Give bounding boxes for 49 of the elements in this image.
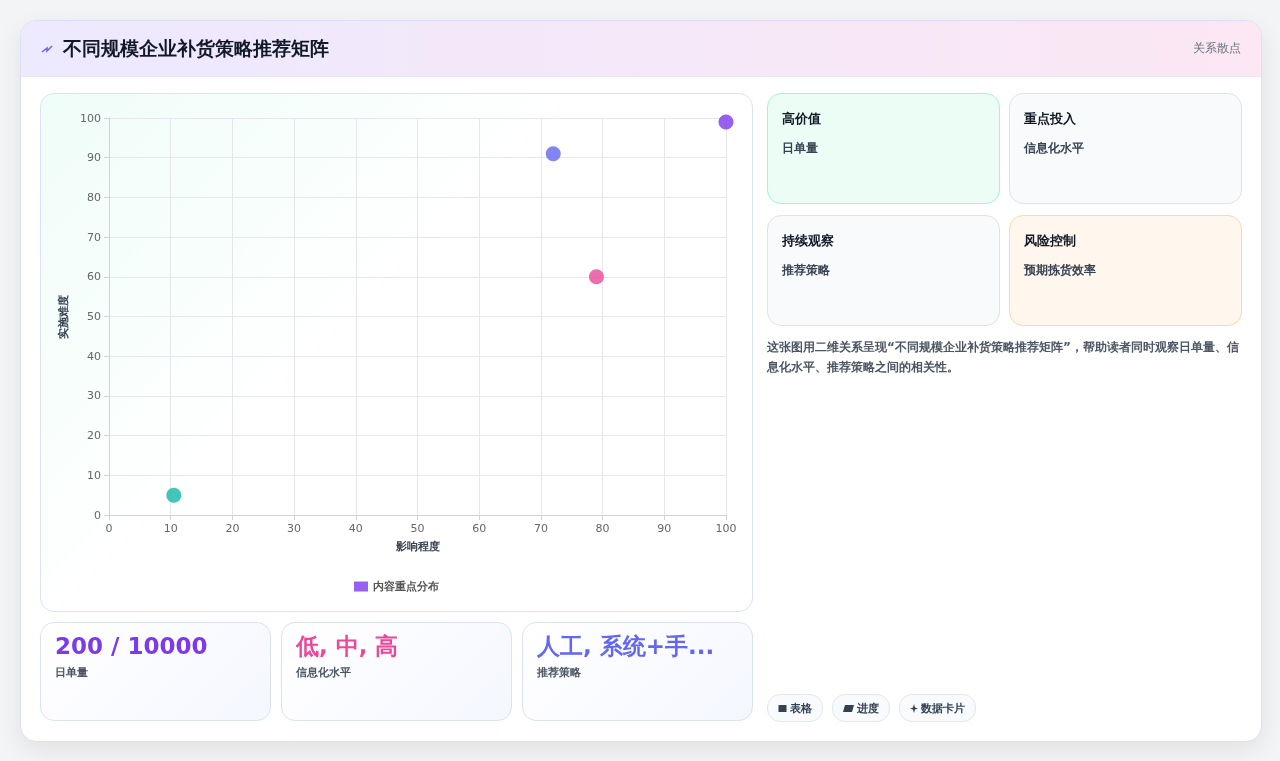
- text: 日单量: [782, 140, 819, 157]
- text: 高价值: [782, 110, 822, 128]
- text: 推荐策略: [782, 262, 831, 279]
- y-tick-label: 40: [87, 349, 101, 363]
- text: 这张图用二维关系呈现“不同规模企业补货策略推荐矩阵”，帮助读者同时观察日单量、信息化水平、推荐策略之间的相关性。: [767, 339, 1240, 376]
- y-tick-label: 80: [87, 190, 101, 204]
- y-tick-label: 90: [87, 151, 101, 165]
- text: 人工, 系统+手...: [537, 633, 716, 659]
- y-tick-label: 50: [87, 310, 101, 323]
- x-tick-label: 0: [105, 522, 113, 535]
- x-tick-label: 60: [472, 522, 487, 535]
- y-tick-label: 20: [87, 429, 101, 443]
- y-tick-label: 70: [87, 230, 101, 244]
- y-tick-label: 0: [94, 508, 101, 522]
- x-tick-label: 10: [163, 522, 178, 535]
- y-tick-label: 60: [87, 270, 101, 284]
- point: [588, 269, 604, 285]
- text: 风险控制: [1024, 232, 1077, 250]
- text: 200 / 10000: [55, 633, 209, 659]
- text: 信息化水平: [296, 665, 352, 680]
- text: 低, 中, 高: [296, 633, 400, 659]
- text: 进度: [832, 694, 890, 722]
- point: [545, 146, 561, 162]
- y-axis-title: 实施难度: [57, 294, 71, 339]
- text: 关系散点: [1193, 40, 1241, 57]
- x-tick-label: 40: [348, 522, 363, 535]
- text: 推荐策略: [537, 665, 582, 680]
- x-tick-label: 100: [715, 522, 737, 535]
- text: 不同规模企业补货策略推荐矩阵: [63, 35, 329, 61]
- x-tick-label: 20: [225, 522, 240, 535]
- text: 数据卡片: [899, 694, 976, 722]
- point: [718, 114, 734, 130]
- legend-label: 内容重点分布: [373, 580, 439, 593]
- y-tick-label: 30: [87, 389, 101, 403]
- x-tick-label: 50: [410, 522, 425, 535]
- x-tick-label: 80: [595, 522, 610, 535]
- text: 信息化水平: [1024, 140, 1085, 157]
- y-tick-label: 100: [80, 111, 101, 125]
- x-tick-label: 30: [287, 522, 302, 535]
- text: 持续观察: [782, 232, 835, 250]
- text: 表格: [767, 694, 823, 722]
- y-tick-label: 10: [87, 468, 101, 482]
- x-axis-title: 影响程度: [394, 540, 440, 553]
- text: 重点投入: [1024, 110, 1077, 128]
- point: [166, 487, 182, 503]
- x-tick-label: 70: [533, 522, 548, 535]
- x-tick-label: 90: [657, 522, 672, 535]
- text: 预期拣货效率: [1024, 262, 1097, 279]
- text: 日单量: [55, 665, 89, 680]
